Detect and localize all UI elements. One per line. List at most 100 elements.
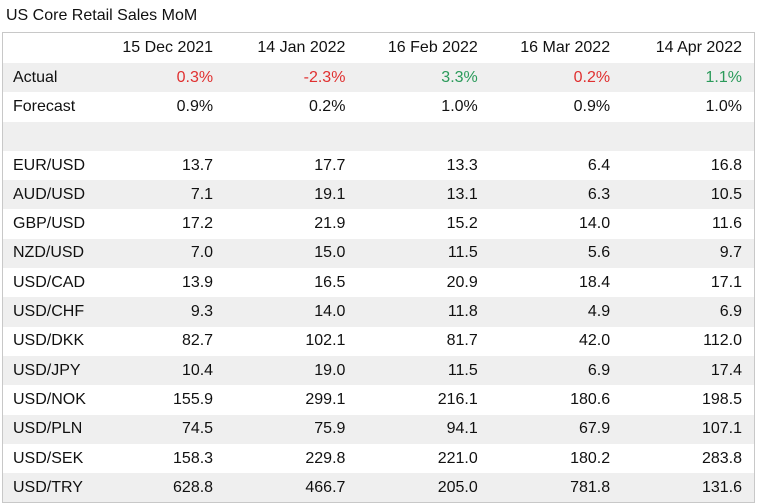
spacer-cell — [357, 121, 490, 151]
header-row: 15 Dec 2021 14 Jan 2022 16 Feb 2022 16 M… — [2, 32, 755, 63]
pair-value: 6.4 — [489, 150, 623, 181]
table-row: USD/PLN 74.5 75.9 94.1 67.9 107.1 — [2, 414, 755, 444]
pair-value: 6.9 — [489, 355, 623, 386]
pair-value: 18.4 — [489, 268, 623, 298]
currency-pair-rows: EUR/USD 13.7 17.7 13.3 6.4 16.8 AUD/USD 7.1 19.1… — [2, 150, 755, 503]
pair-value: 19.0 — [225, 355, 358, 386]
actual-value: 0.2% — [489, 63, 623, 93]
pair-label: GBP/USD — [2, 209, 93, 239]
pair-label: AUD/USD — [2, 180, 93, 210]
pair-value: 17.2 — [92, 209, 226, 239]
pair-value: 14.0 — [225, 297, 358, 327]
table-title: US Core Retail Sales MoM — [6, 7, 198, 24]
pair-value: 17.1 — [622, 268, 755, 298]
column-header: 14 Apr 2022 — [622, 32, 755, 63]
pair-value: 4.9 — [489, 297, 623, 327]
pair-label: USD/JPY — [2, 355, 93, 386]
header-corner — [2, 32, 93, 63]
pair-value: 180.2 — [489, 443, 623, 474]
retail-sales-table: 15 Dec 2021 14 Jan 2022 16 Feb 2022 16 M… — [2, 32, 755, 503]
pair-value: 466.7 — [225, 473, 358, 503]
pair-value: 9.7 — [622, 238, 755, 269]
actual-value: 0.3% — [92, 63, 226, 93]
pair-value: 14.0 — [489, 209, 623, 239]
pair-value: 9.3 — [92, 297, 226, 327]
pair-value: 102.1 — [225, 326, 358, 356]
table-row: USD/JPY 10.4 19.0 11.5 6.9 17.4 — [2, 355, 755, 386]
forecast-value: 1.0% — [622, 92, 755, 122]
table-row: NZD/USD 7.0 15.0 11.5 5.6 9.7 — [2, 238, 755, 269]
pair-value: 198.5 — [622, 385, 755, 415]
pair-value: 17.7 — [225, 150, 358, 181]
column-header: 16 Mar 2022 — [489, 32, 623, 63]
pair-label: NZD/USD — [2, 238, 93, 269]
pair-value: 131.6 — [622, 473, 755, 503]
pair-value: 11.5 — [357, 238, 490, 269]
table-row: USD/NOK 155.9 299.1 216.1 180.6 198.5 — [2, 385, 755, 415]
pair-value: 628.8 — [92, 473, 226, 503]
forecast-row: Forecast 0.9% 0.2% 1.0% 0.9% 1.0% — [2, 92, 755, 122]
pair-value: 94.1 — [357, 414, 490, 444]
table-row: USD/DKK 82.7 102.1 81.7 42.0 112.0 — [2, 326, 755, 356]
spacer-cell — [92, 121, 226, 151]
pair-value: 67.9 — [489, 414, 623, 444]
table-row: EUR/USD 13.7 17.7 13.3 6.4 16.8 — [2, 150, 755, 181]
row-label: Actual — [2, 63, 93, 93]
pair-value: 158.3 — [92, 443, 226, 474]
pair-value: 11.6 — [622, 209, 755, 239]
pair-value: 107.1 — [622, 414, 755, 444]
pair-value: 17.4 — [622, 355, 755, 386]
table-row: GBP/USD 17.2 21.9 15.2 14.0 11.6 — [2, 209, 755, 239]
pair-value: 283.8 — [622, 443, 755, 474]
actual-value: 1.1% — [622, 63, 755, 93]
table-row: USD/SEK 158.3 229.8 221.0 180.2 283.8 — [2, 443, 755, 474]
spacer-cell — [622, 121, 755, 151]
pair-label: USD/DKK — [2, 326, 93, 356]
pair-value: 15.2 — [357, 209, 490, 239]
pair-value: 6.9 — [622, 297, 755, 327]
table-row: USD/CHF 9.3 14.0 11.8 4.9 6.9 — [2, 297, 755, 327]
actual-row: Actual 0.3% -2.3% 3.3% 0.2% 1.1% — [2, 63, 755, 93]
pair-value: 7.1 — [92, 180, 226, 210]
pair-value: 13.9 — [92, 268, 226, 298]
pair-label: EUR/USD — [2, 150, 93, 181]
pair-value: 10.4 — [92, 355, 226, 386]
actual-value: 3.3% — [357, 63, 490, 93]
pair-value: 11.8 — [357, 297, 490, 327]
spacer-cell — [225, 121, 358, 151]
pair-value: 205.0 — [357, 473, 490, 503]
pair-value: 21.9 — [225, 209, 358, 239]
forecast-value: 1.0% — [357, 92, 490, 122]
pair-label: USD/CHF — [2, 297, 93, 327]
table-row: USD/TRY 628.8 466.7 205.0 781.8 131.6 — [2, 473, 755, 503]
pair-value: 229.8 — [225, 443, 358, 474]
pair-value: 7.0 — [92, 238, 226, 269]
pair-value: 112.0 — [622, 326, 755, 356]
pair-value: 11.5 — [357, 355, 490, 386]
pair-value: 82.7 — [92, 326, 226, 356]
row-label: Forecast — [2, 92, 93, 122]
column-header: 15 Dec 2021 — [92, 32, 226, 63]
pair-label: USD/TRY — [2, 473, 93, 503]
actual-value: -2.3% — [225, 63, 358, 93]
pair-label: USD/CAD — [2, 268, 93, 298]
pair-value: 781.8 — [489, 473, 623, 503]
spacer-cell — [2, 121, 93, 151]
table-row: AUD/USD 7.1 19.1 13.1 6.3 10.5 — [2, 180, 755, 210]
pair-value: 16.5 — [225, 268, 358, 298]
forecast-value: 0.2% — [225, 92, 358, 122]
pair-label: USD/NOK — [2, 385, 93, 415]
pair-value: 19.1 — [225, 180, 358, 210]
pair-value: 74.5 — [92, 414, 226, 444]
forecast-value: 0.9% — [489, 92, 623, 122]
pair-label: USD/PLN — [2, 414, 93, 444]
pair-value: 155.9 — [92, 385, 226, 415]
spacer-cell — [489, 121, 623, 151]
spacer-row — [2, 121, 755, 151]
pair-label: USD/SEK — [2, 443, 93, 474]
table-row: USD/CAD 13.9 16.5 20.9 18.4 17.1 — [2, 268, 755, 298]
pair-value: 221.0 — [357, 443, 490, 474]
pair-value: 15.0 — [225, 238, 358, 269]
pair-value: 216.1 — [357, 385, 490, 415]
pair-value: 13.1 — [357, 180, 490, 210]
